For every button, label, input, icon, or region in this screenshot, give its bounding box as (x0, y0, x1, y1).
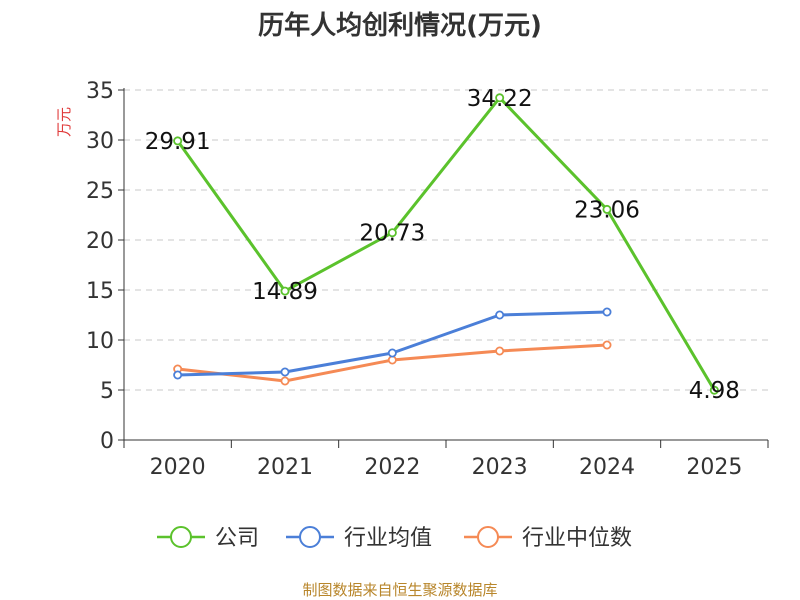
legend-item[interactable]: 行业均值 (286, 526, 432, 551)
series-line-1 (176, 310, 609, 377)
y-tick-label: 35 (86, 79, 114, 104)
x-tick-label: 2022 (364, 455, 420, 480)
y-tick-label: 25 (86, 179, 114, 204)
series-group (173, 93, 719, 395)
x-tick-label: 2024 (579, 455, 635, 480)
data-point (602, 307, 612, 317)
y-tick-label: 5 (100, 379, 114, 404)
legend-marker (477, 526, 499, 548)
data-label: 14.89 (252, 279, 318, 305)
x-tick-label: 2020 (150, 455, 206, 480)
data-label: 29.91 (145, 129, 211, 155)
chart-title: 历年人均创利情况(万元) (258, 10, 542, 41)
data-point (495, 310, 505, 320)
legend-item[interactable]: 行业中位数 (464, 526, 632, 551)
data-point (387, 228, 397, 238)
x-tick-label: 2023 (472, 455, 528, 480)
legend-item[interactable]: 公司 (157, 526, 259, 551)
data-point (280, 286, 290, 296)
x-tick-label: 2021 (257, 455, 313, 480)
data-label: 23.06 (574, 197, 640, 223)
y-tick-label: 10 (86, 329, 114, 354)
data-point (173, 136, 183, 146)
data-label: 34.22 (467, 86, 533, 112)
data-labels: 29.91 14.89 20.73 34.22 23.06 4.98 (145, 86, 740, 404)
y-axis-label: 万元 (55, 107, 73, 137)
grid (124, 89, 768, 391)
y-tick-label: 30 (86, 129, 114, 154)
data-point (280, 367, 290, 377)
legend-label: 行业均值 (344, 526, 432, 551)
legend-label: 行业中位数 (522, 526, 632, 551)
data-point (495, 93, 505, 103)
data-point (173, 370, 183, 380)
data-point (602, 204, 612, 214)
y-tick-label: 15 (86, 279, 114, 304)
series-line-0 (176, 96, 716, 392)
legend-marker (299, 526, 321, 548)
data-label: 4.98 (689, 378, 740, 404)
data-point (602, 340, 612, 350)
x-tick-label: 2025 (686, 455, 742, 480)
legend-label: 公司 (215, 526, 259, 551)
y-tick-label: 20 (86, 229, 114, 254)
data-point (280, 376, 290, 386)
legend-marker (170, 526, 192, 548)
data-point (495, 346, 505, 356)
data-point (709, 385, 719, 395)
source-note: 制图数据来自恒生聚源数据库 (302, 581, 497, 599)
legend[interactable]: 公司 行业均值 行业中位数 (157, 526, 632, 551)
y-tick-label: 0 (100, 429, 114, 454)
data-point (387, 348, 397, 358)
data-label: 20.73 (359, 221, 425, 247)
